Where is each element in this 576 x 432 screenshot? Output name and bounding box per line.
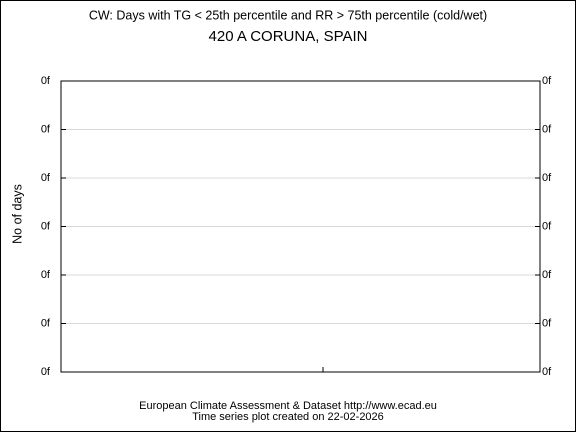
y-tick-label: 0f — [41, 172, 51, 184]
footer-line: European Climate Assessment & Dataset ht… — [139, 400, 437, 412]
y-tick-label: 0f — [41, 317, 51, 329]
y-tick-label: 0f — [41, 269, 51, 281]
y-tick-label: 0f — [41, 123, 51, 135]
y2-tick-label: 0f — [542, 317, 552, 329]
y2-tick-label: 0f — [542, 75, 552, 87]
chart-title: CW: Days with TG < 25th percentile and R… — [89, 8, 487, 22]
y2-tick-label: 0f — [542, 220, 552, 232]
y2-tick-label: 0f — [542, 366, 552, 378]
footer-line: Time series plot created on 22-02-2026 — [192, 411, 384, 423]
y-tick-label: 0f — [41, 220, 51, 232]
y2-tick-label: 0f — [542, 172, 552, 184]
y2-tick-label: 0f — [542, 123, 552, 135]
y-axis-label: No of days — [10, 184, 24, 244]
y-tick-label: 0f — [41, 366, 51, 378]
chart-subtitle: 420 A CORUNA, SPAIN — [209, 28, 368, 45]
y-tick-label: 0f — [41, 75, 51, 87]
y2-tick-label: 0f — [542, 269, 552, 281]
